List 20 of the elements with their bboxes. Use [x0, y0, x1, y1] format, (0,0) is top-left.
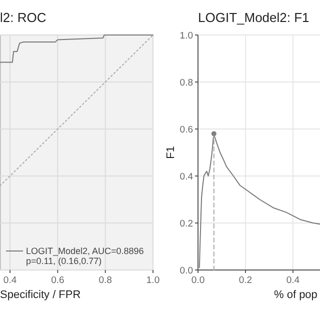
x-tick-label: 0.4	[286, 275, 300, 286]
y-tick-label: 0.8	[180, 78, 193, 88]
y-tick-label: 0.0	[180, 266, 193, 276]
chart-title: l2: ROC	[0, 10, 46, 25]
y-tick-label: 0.2	[180, 218, 193, 230]
x-tick-label: 0.2	[238, 275, 252, 286]
y-axis-title: F1	[165, 146, 177, 159]
y-tick-label: 0.4	[180, 172, 193, 182]
chart-title: LOGIT_Model2: F1	[198, 10, 310, 25]
y-tick-label: 1.0	[180, 30, 193, 42]
x-tick-label: 0.4	[3, 275, 17, 286]
x-tick-label: 1.0	[146, 275, 160, 286]
x-tick-label: 0.0	[191, 275, 205, 286]
x-tick-label: 0.6	[51, 275, 64, 286]
annotation: p=0.11, (0.16,0.77)	[26, 256, 102, 266]
y-tick-label: 0.6	[180, 124, 193, 136]
legend-label: LOGIT_Model2, AUC=0.8896	[26, 246, 144, 256]
x-axis-title: Specificity / FPR	[0, 289, 81, 301]
x-tick-label: 0.8	[98, 275, 112, 286]
x-axis-title: % of pop	[274, 289, 318, 301]
